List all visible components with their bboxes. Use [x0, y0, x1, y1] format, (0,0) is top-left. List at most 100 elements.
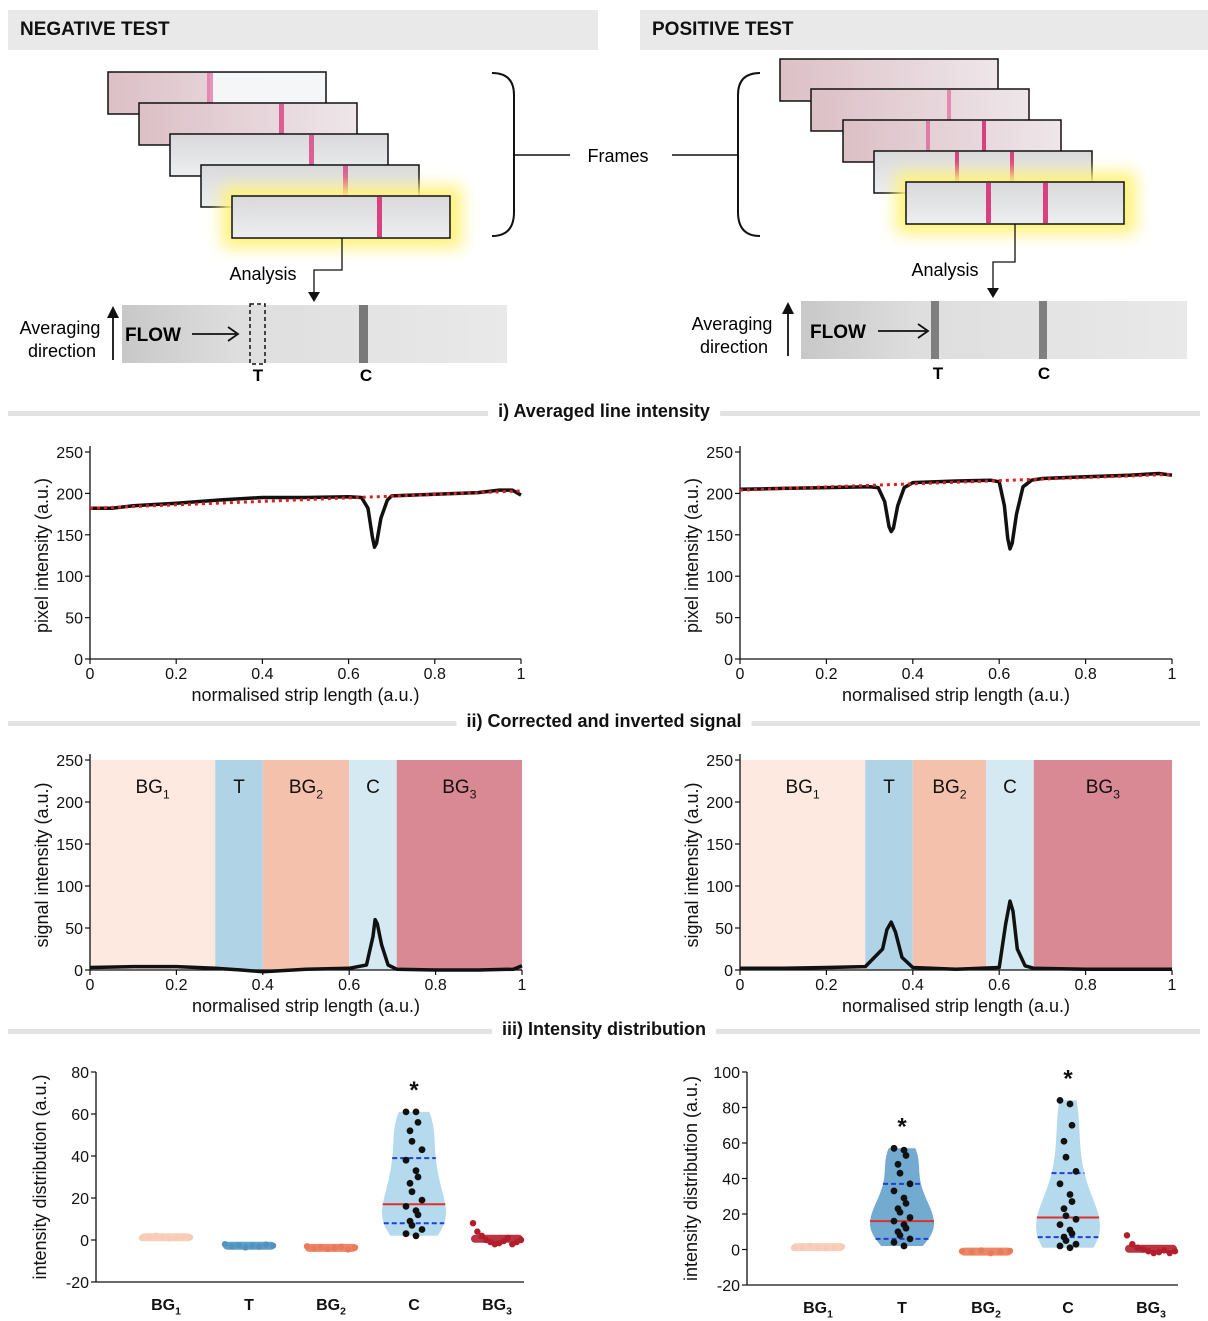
positive-analysed-strip: FLOW Averaging direction T C	[692, 301, 1187, 383]
data-point	[221, 1241, 229, 1248]
data-point	[978, 1247, 985, 1254]
y-tick-label: 50	[715, 611, 733, 628]
y-tick-label: 100	[713, 1065, 740, 1082]
y-tick-label: 50	[715, 921, 733, 938]
data-point	[249, 1242, 256, 1250]
data-point	[418, 1146, 426, 1154]
line-chart-positive-i: 0 50 100 150 200 250 0 0.2 0.4 0.6 0.8 1 normalised …	[682, 445, 1177, 705]
x-tick-label: 0	[86, 666, 95, 683]
data-point	[256, 1243, 263, 1250]
y-tick-label: 60	[722, 1136, 740, 1153]
signal-line	[740, 899, 1172, 971]
x-tick-label: 0	[736, 977, 745, 994]
positive-frame-stack	[779, 58, 1136, 234]
data-point	[351, 1244, 359, 1251]
data-point	[1134, 1244, 1141, 1251]
y-tick-label: 150	[56, 528, 83, 545]
significance-asterisk: *	[409, 1077, 419, 1104]
negative-frame-stack	[107, 71, 462, 248]
section-iii-divider: iii) Intensity distribution	[0, 1019, 1208, 1041]
y-tick-label: 200	[706, 486, 733, 503]
section-iii-title: iii) Intensity distribution	[492, 1019, 716, 1040]
negative-test-title: NEGATIVE TEST	[20, 19, 170, 40]
negative-analysed-strip: FLOW Averaging direction T C	[20, 303, 507, 385]
data-point	[1062, 1212, 1070, 1220]
data-point	[1066, 1191, 1074, 1198]
significance-asterisk: *	[1063, 1065, 1073, 1092]
data-point	[408, 1221, 416, 1229]
data-point	[890, 1144, 898, 1152]
x-tick-label: 0.2	[165, 977, 187, 994]
x-tick-label: 1	[1168, 666, 1177, 683]
region-label-bg3: BG3	[442, 777, 476, 801]
data-point	[408, 1137, 416, 1145]
x-axis-label: normalised strip length (a.u.)	[842, 996, 1070, 1016]
data-point	[1155, 1248, 1163, 1256]
data-point	[958, 1248, 966, 1255]
data-point	[242, 1244, 249, 1251]
data-point	[412, 1167, 420, 1175]
x-tick-label: 0.4	[902, 977, 924, 994]
y-axis-label: intensity distribution (a.u.)	[30, 1074, 50, 1279]
cluster-band	[960, 1247, 1012, 1256]
data-point	[402, 1203, 410, 1210]
category-label: C	[408, 1297, 420, 1314]
analysis-label-negative: Analysis	[229, 264, 296, 284]
y-tick-label: -20	[66, 1275, 89, 1292]
x-axis-label: normalised strip length (a.u.)	[191, 685, 419, 705]
analysis-label-positive: Analysis	[911, 260, 978, 280]
x-axis-label: normalised strip length (a.u.)	[192, 996, 420, 1016]
line-chart-negative-ii: 0 50 100 150 200 250 0 0.2 0.4 0.6 0.8 1 normalised …	[32, 753, 527, 1016]
data-point	[1150, 1249, 1157, 1257]
data-point	[235, 1242, 242, 1249]
data-point	[798, 1243, 806, 1251]
x-tick-label: 0.8	[424, 666, 446, 683]
negative-bracket	[491, 72, 515, 237]
category-label: BG2	[971, 1300, 1001, 1320]
category-bg3	[469, 1220, 525, 1248]
y-tick-label: 100	[706, 569, 733, 586]
y-tick-label: 250	[706, 445, 733, 462]
data-point	[906, 1235, 914, 1243]
positive-test-header: POSITIVE TEST	[640, 10, 1208, 50]
region-bg1	[740, 760, 866, 970]
data-point	[806, 1242, 814, 1250]
section-i-divider: i) Averaged line intensity	[0, 401, 1208, 423]
y-axis-label: pixel intensity (a.u.)	[32, 478, 52, 633]
frames-schematic: Frames Analysis Analysis FLOW Averaging …	[20, 58, 1187, 385]
data-point	[894, 1160, 902, 1168]
y-tick-label: 50	[65, 611, 83, 628]
y-tick-label: 80	[722, 1101, 740, 1118]
category-bg2	[303, 1243, 359, 1253]
x-tick-label: 0.6	[988, 666, 1010, 683]
signal-line	[739, 471, 1173, 551]
category-label: T	[244, 1297, 254, 1314]
data-point	[890, 1239, 898, 1246]
x-tick-label: 0.4	[902, 666, 924, 683]
data-point	[517, 1236, 525, 1244]
section-i-title: i) Averaged line intensity	[488, 401, 720, 422]
y-tick-label: 20	[722, 1207, 740, 1224]
category-c: *	[382, 1077, 446, 1240]
section-ii-divider: ii) Corrected and inverted signal	[0, 711, 1208, 733]
y-axis-label: pixel intensity (a.u.)	[682, 478, 702, 633]
y-tick-label: -20	[717, 1278, 740, 1295]
region-bg2	[912, 760, 987, 970]
data-point	[469, 1220, 477, 1227]
y-tick-label: 60	[71, 1107, 89, 1124]
data-point	[1068, 1230, 1076, 1237]
data-point	[324, 1245, 331, 1253]
data-point	[1056, 1221, 1064, 1229]
category-c: *	[1036, 1065, 1100, 1252]
data-point	[1072, 1240, 1080, 1248]
data-point	[402, 1156, 410, 1164]
data-point	[474, 1228, 481, 1235]
region-c	[986, 760, 1034, 970]
data-point	[902, 1199, 910, 1207]
data-point	[838, 1243, 846, 1250]
data-point	[418, 1196, 426, 1204]
x-axis-label: normalised strip length (a.u.)	[842, 685, 1070, 705]
averaging-label-negative-2: direction	[28, 341, 96, 361]
data-point	[414, 1211, 422, 1219]
data-point	[1056, 1097, 1064, 1104]
